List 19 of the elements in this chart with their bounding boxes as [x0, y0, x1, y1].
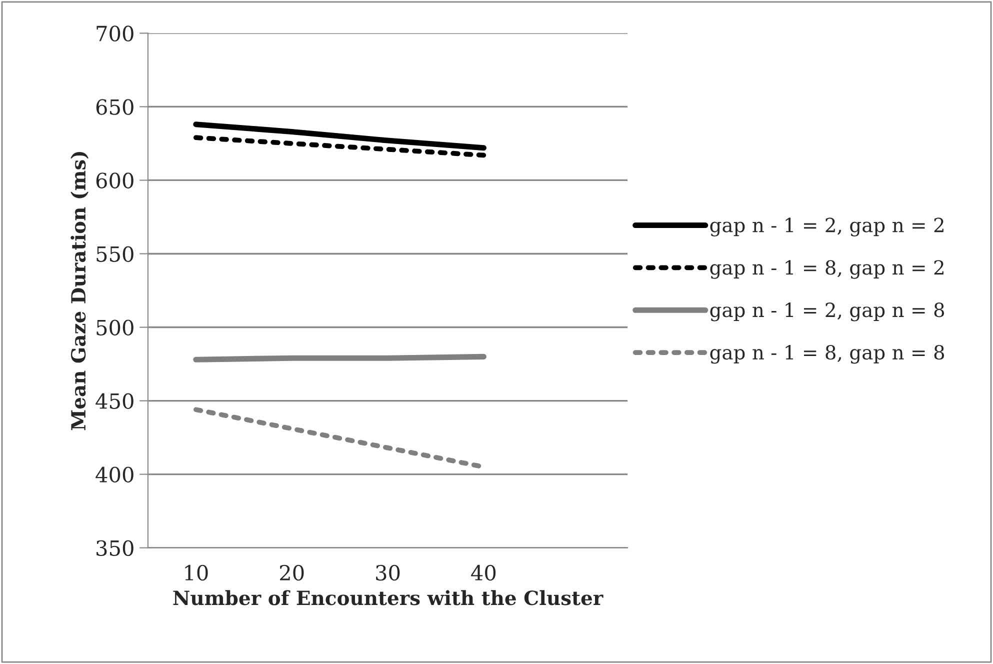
- line-series: [193, 135, 486, 158]
- x-axis-title: Number of Encounters with the Cluster: [173, 590, 604, 606]
- y-tick-label: 350: [96, 540, 134, 556]
- y-tick-label: 450: [96, 393, 134, 409]
- x-tick-label: 20: [280, 564, 304, 581]
- y-tick-label: 550: [96, 246, 134, 262]
- x-tick-label: 30: [376, 564, 400, 581]
- y-tick-label: 650: [96, 99, 134, 115]
- legend-label: gap n - 1 = 8, gap n = 2: [710, 260, 944, 279]
- x-tick-label: 40: [471, 564, 496, 581]
- y-axis-title: Mean Gaze Duration (ms): [70, 152, 88, 430]
- y-tick-label: 400: [96, 466, 134, 482]
- y-tick-label: 600: [96, 172, 134, 188]
- legend-label: gap n - 1 = 2, gap n = 2: [710, 218, 944, 236]
- x-tick-label: 10: [185, 564, 208, 581]
- legend-label: gap n - 1 = 2, gap n = 8: [710, 302, 944, 322]
- y-tick-label: 500: [96, 320, 134, 336]
- y-tick-label: 700: [96, 26, 134, 42]
- legend-label: gap n - 1 = 8, gap n = 8: [710, 344, 944, 364]
